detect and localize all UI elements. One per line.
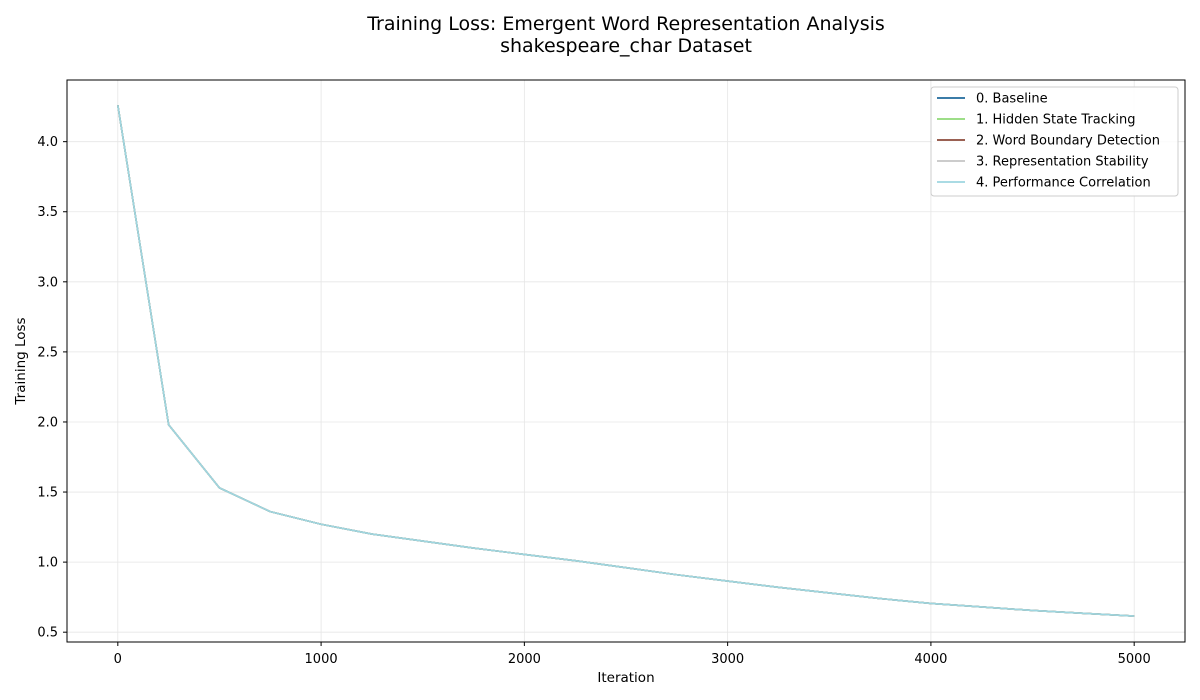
x-tick-label: 3000 <box>711 652 744 667</box>
legend-label-3: 3. Representation Stability <box>976 155 1149 170</box>
chart-subtitle: shakespeare_char Dataset <box>500 35 752 57</box>
legend: 0. Baseline 1. Hidden State Tracking 2. Wo… <box>930 86 1179 197</box>
y-tick-label: 3.5 <box>37 205 58 220</box>
legend-label-1: 1. Hidden State Tracking <box>976 113 1135 128</box>
y-tick-label: 2.0 <box>37 415 58 430</box>
y-tick-label: 1.0 <box>37 556 58 571</box>
y-tick-label: 0.5 <box>37 626 58 641</box>
y-axis-label: Training Loss <box>13 317 29 405</box>
legend-box <box>930 86 1179 197</box>
y-tick-label: 4.0 <box>37 135 58 150</box>
series-line-4 <box>117 105 1135 617</box>
x-tick-label: 0 <box>114 652 122 667</box>
plot-frame <box>66 79 1186 643</box>
y-tick-label: 3.0 <box>37 275 58 290</box>
y-tick-label: 1.5 <box>37 486 58 501</box>
x-tick-label: 5000 <box>1118 652 1151 667</box>
legend-label-4: 4. Performance Correlation <box>976 176 1151 191</box>
x-tick-label: 2000 <box>508 652 541 667</box>
legend-label-0: 0. Baseline <box>976 92 1048 107</box>
x-tick-label: 4000 <box>914 652 947 667</box>
y-axis: 0.5 1.0 1.5 2.0 2.5 3.0 3.5 4.0 <box>37 135 67 641</box>
x-tick-label: 1000 <box>305 652 338 667</box>
y-tick-label: 2.5 <box>37 345 58 360</box>
x-axis-label: Iteration <box>597 670 654 686</box>
legend-label-2: 2. Word Boundary Detection <box>976 134 1160 149</box>
x-axis: 0 1000 2000 3000 4000 5000 <box>114 642 1151 667</box>
chart-title: Training Loss: Emergent Word Representat… <box>366 13 885 35</box>
series-lines <box>117 105 1135 617</box>
grid-lines <box>67 80 1185 642</box>
